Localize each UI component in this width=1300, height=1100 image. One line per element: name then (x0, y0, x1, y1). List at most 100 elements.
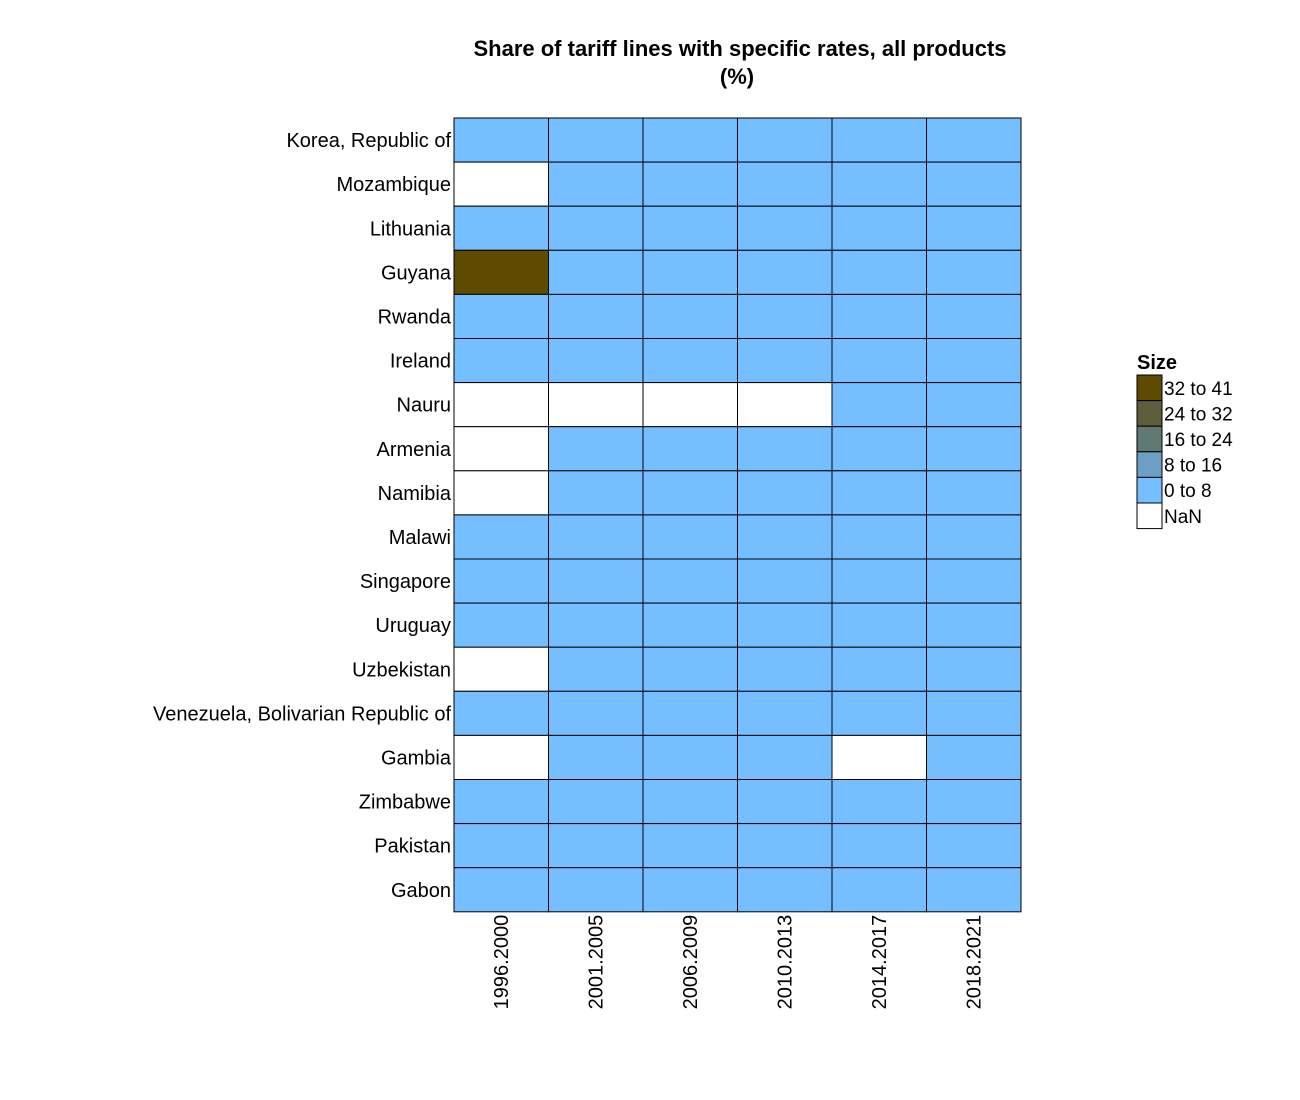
legend-swatch (1136, 476, 1163, 504)
heatmap-cell (453, 470, 549, 516)
heatmap-cell (548, 867, 644, 913)
heatmap-cell (548, 426, 644, 472)
x-tick-label: 2010.2013 (775, 915, 797, 1010)
heatmap-cell (831, 646, 927, 692)
heatmap-cell (642, 382, 738, 428)
heatmap-cell (926, 293, 1022, 339)
chart-title: Share of tariff lines with specific rate… (473, 36, 1006, 61)
heatmap-cell (453, 558, 549, 604)
y-tick-label: Armenia (377, 439, 452, 461)
y-axis-tick-labels: Korea, Republic of Mozambique Lithuania Guy… (153, 130, 452, 902)
heatmap-cell (737, 117, 833, 163)
y-tick-label: Nauru (397, 395, 451, 417)
y-tick-label: Malawi (389, 527, 451, 549)
heatmap-cell (737, 602, 833, 648)
y-tick-label: Gabon (391, 880, 451, 902)
heatmap-cell (453, 734, 549, 781)
heatmap-cell (642, 293, 738, 339)
heatmap-cell (737, 867, 833, 913)
heatmap-cell (926, 690, 1022, 736)
heatmap-cell (831, 690, 927, 736)
heatmap-cell (453, 867, 549, 913)
heatmap-cell (548, 249, 644, 295)
heatmap-cell (737, 205, 833, 251)
legend-label: NaN (1164, 507, 1202, 528)
heatmap-cell (737, 779, 833, 825)
x-tick-label: 1996.2000 (491, 915, 513, 1010)
x-tick-label: 2014.2017 (869, 915, 891, 1010)
heatmap-cell (831, 117, 927, 163)
legend-swatch (1136, 374, 1163, 402)
heatmap-cell (642, 734, 738, 781)
heatmap-cell (737, 249, 833, 295)
heatmap-cell (453, 426, 549, 472)
heatmap-cell (642, 646, 738, 692)
heatmap-cell (737, 470, 833, 516)
heatmap-cell (831, 338, 927, 384)
y-tick-label: Guyana (381, 262, 452, 284)
heatmap-cell (642, 117, 738, 163)
heatmap-cell (642, 470, 738, 516)
heatmap-cell (926, 426, 1022, 472)
heatmap-cell (831, 426, 927, 472)
y-tick-label: Uruguay (375, 615, 451, 637)
heatmap-cell (926, 249, 1022, 295)
heatmap-cell (926, 823, 1022, 869)
y-tick-label: Lithuania (370, 218, 452, 240)
heatmap-cell (926, 205, 1022, 251)
x-tick-label: 2006.2009 (680, 915, 702, 1010)
legend-label: 16 to 24 (1164, 430, 1233, 451)
legend-label: 0 to 8 (1164, 481, 1212, 502)
heatmap-cell (926, 470, 1022, 516)
heatmap-cell (453, 161, 549, 207)
heatmap-cell (642, 338, 738, 384)
heatmap-cell (548, 646, 644, 692)
heatmap-cell (453, 249, 549, 295)
heatmap-cells (453, 117, 1022, 913)
heatmap-cell (642, 161, 738, 207)
heatmap-cell (831, 249, 927, 295)
heatmap-cell (642, 690, 738, 736)
x-axis-tick-labels: 1996.2000 2001.2005 2006.2009 2010.2013 2014… (491, 915, 986, 1010)
heatmap-cell (548, 602, 644, 648)
heatmap-cell (548, 293, 644, 339)
heatmap-cell (642, 867, 738, 913)
legend-swatch (1136, 451, 1163, 478)
heatmap-cell (926, 338, 1022, 384)
heatmap-cell (642, 514, 738, 560)
heatmap-cell (548, 205, 644, 251)
heatmap-cell (831, 382, 927, 428)
heatmap-cell (926, 602, 1022, 648)
legend-label: 8 to 16 (1164, 456, 1222, 477)
heatmap-cell (831, 470, 927, 516)
heatmap-cell (831, 293, 927, 339)
heatmap-cell (926, 514, 1022, 560)
legend: Size 32 to 41 24 to 32 16 to 24 8 to 16 0 to… (1136, 352, 1233, 530)
heatmap-cell (831, 514, 927, 560)
heatmap-cell (453, 602, 549, 648)
heatmap-cell (926, 161, 1022, 207)
heatmap-cell (453, 382, 549, 428)
heatmap-cell (831, 823, 927, 869)
heatmap-cell (831, 867, 927, 913)
heatmap-cell (453, 293, 549, 339)
heatmap-cell (453, 779, 549, 825)
heatmap-cell (548, 382, 644, 428)
heatmap-cell (737, 161, 833, 207)
heatmap-cell (548, 117, 644, 163)
heatmap-cell (548, 470, 644, 516)
y-tick-label: Namibia (378, 483, 452, 505)
heatmap-cell (926, 779, 1022, 825)
legend-items: 32 to 41 24 to 32 16 to 24 8 to 16 0 to 8 NaN (1136, 374, 1233, 530)
heatmap-cell (642, 558, 738, 604)
legend-label: 24 to 32 (1164, 404, 1233, 425)
y-tick-label: Singapore (360, 571, 451, 593)
heatmap-cell (926, 558, 1022, 604)
chart-subtitle: (%) (720, 64, 754, 89)
x-tick-label: 2018.2021 (964, 915, 986, 1010)
y-tick-label: Mozambique (336, 174, 451, 196)
heatmap-cell (737, 514, 833, 560)
heatmap-cell (453, 514, 549, 560)
heatmap-cell (453, 823, 549, 869)
